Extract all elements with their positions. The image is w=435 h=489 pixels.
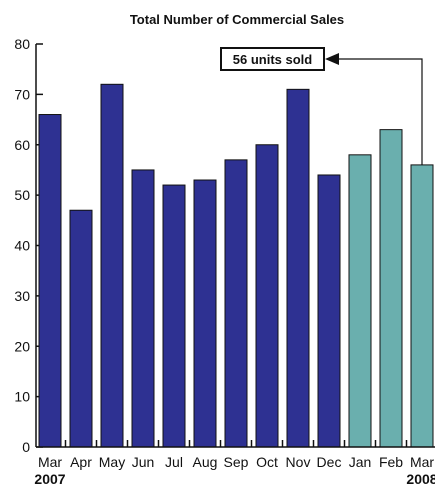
bar-mar-2007 bbox=[38, 114, 62, 448]
annotation-box bbox=[220, 47, 325, 71]
annotation-text: 56 units sold bbox=[233, 52, 313, 67]
bar-sep-2007 bbox=[224, 159, 248, 448]
y-tick-label: 20 bbox=[14, 338, 30, 354]
x-axis: Mar Apr May Jun Jul Aug Sep Oct Nov Dec Jan Feb Mar2… bbox=[34, 440, 435, 487]
x-tick-label: Jul bbox=[165, 454, 183, 470]
y-tick-label: 30 bbox=[14, 288, 30, 304]
bar-jan-2008 bbox=[348, 154, 372, 448]
x-tick-label: Oct bbox=[256, 454, 278, 470]
x-tick-label: Dec bbox=[317, 454, 342, 470]
x-tick-label: Jun bbox=[132, 454, 155, 470]
x-tick-label: Jan bbox=[349, 454, 372, 470]
bar-oct-2007 bbox=[255, 144, 279, 448]
bar-may-2007 bbox=[100, 83, 124, 448]
x-tick-label: Sep bbox=[224, 454, 249, 470]
x-tick-label: Nov bbox=[286, 454, 311, 470]
x-tick-label: Apr bbox=[70, 454, 92, 470]
x-tick-label: Mar bbox=[410, 454, 434, 470]
year-label-2007: 2007 bbox=[34, 471, 65, 487]
bar-dec-2007 bbox=[317, 174, 341, 448]
y-tick-label: 80 bbox=[14, 36, 30, 52]
bar-apr-2007 bbox=[69, 209, 93, 448]
annotation: 56 units sold bbox=[220, 47, 423, 165]
chart-title: Total Number of Commercial Sales bbox=[130, 12, 344, 27]
bar-jul-2007 bbox=[162, 184, 186, 448]
bar-jun-2007 bbox=[131, 169, 155, 448]
bar-mar-2008 bbox=[410, 164, 434, 448]
x-tick-label: Aug bbox=[193, 454, 218, 470]
y-axis: 0 10 20 30 40 50 60 70 80 bbox=[14, 36, 43, 455]
x-tick-label: Mar bbox=[38, 454, 62, 470]
bar-nov-2007 bbox=[286, 88, 310, 448]
bars bbox=[38, 83, 434, 448]
y-tick-label: 40 bbox=[14, 238, 30, 254]
y-tick-label: 10 bbox=[14, 389, 30, 405]
y-tick-label: 60 bbox=[14, 137, 30, 153]
bar-aug-2007 bbox=[193, 179, 217, 448]
y-tick-label: 70 bbox=[14, 86, 30, 102]
annotation-arrowhead bbox=[325, 53, 339, 65]
x-tick-label: Feb bbox=[379, 454, 403, 470]
y-tick-label: 0 bbox=[22, 439, 30, 455]
annotation-leader-line bbox=[337, 58, 423, 165]
y-tick-label: 50 bbox=[14, 187, 30, 203]
bar-feb-2008 bbox=[379, 129, 403, 448]
x-tick-label: May bbox=[99, 454, 125, 470]
year-label-2008: 2008 bbox=[406, 471, 435, 487]
